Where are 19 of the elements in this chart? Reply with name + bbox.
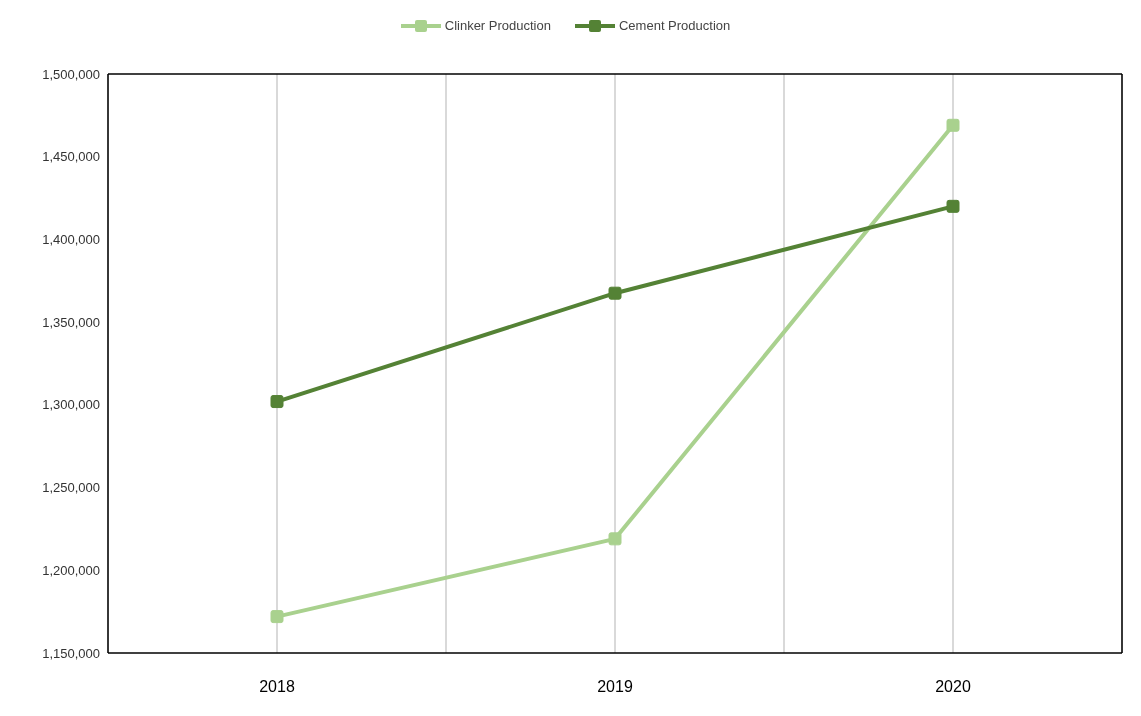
y-tick-label: 1,400,000 bbox=[42, 232, 100, 248]
y-tick-label: 1,250,000 bbox=[42, 480, 100, 496]
point bbox=[946, 118, 960, 132]
y-tick-label: 1,500,000 bbox=[42, 66, 100, 82]
point bbox=[270, 395, 284, 409]
x-tick-label: 2020 bbox=[935, 678, 971, 696]
point bbox=[270, 610, 284, 624]
legend-label: Cement Production bbox=[618, 18, 731, 33]
point bbox=[946, 199, 960, 213]
point bbox=[608, 286, 622, 300]
x-tick-label: 2019 bbox=[597, 678, 633, 696]
y-tick-label: 1,450,000 bbox=[42, 149, 100, 165]
y-tick-label: 1,300,000 bbox=[42, 397, 100, 413]
y-tick-label: 1,350,000 bbox=[42, 314, 100, 330]
y-tick-label: 1,150,000 bbox=[42, 645, 100, 661]
legend-label: Clinker Production bbox=[444, 18, 551, 33]
x-tick-label: 2018 bbox=[259, 678, 295, 696]
y-tick-label: 1,200,000 bbox=[42, 562, 100, 578]
point bbox=[608, 532, 622, 546]
